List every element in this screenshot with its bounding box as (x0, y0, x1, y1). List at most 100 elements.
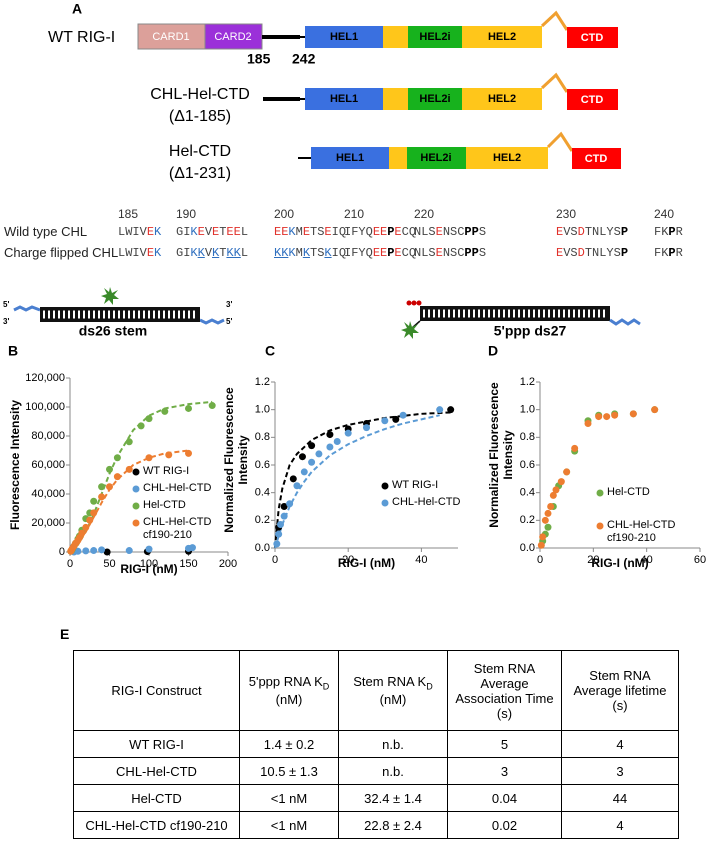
residue: IFYQ (344, 225, 373, 239)
data-point (145, 454, 153, 462)
residue: NSC (442, 225, 465, 239)
fluorophore (401, 321, 419, 339)
hinge (546, 131, 574, 152)
residue: VS (563, 246, 578, 260)
data-point (541, 516, 549, 524)
residue: E (146, 225, 155, 239)
domain-map: CARD1 CARD2 HEL1 HEL2i HEL2 CTD 185 242 (137, 10, 618, 67)
residue: R (675, 225, 683, 239)
x-tick-label: 20 (342, 554, 354, 566)
rna-name: 5'ppp ds27 (494, 323, 567, 339)
domain-label: HEL2i (419, 31, 450, 43)
data-point (145, 545, 153, 553)
residue: P (668, 246, 676, 260)
residue: T (219, 225, 227, 239)
legend-label: CHL-Hel-CTD cf190-210 (143, 516, 212, 541)
table-cell: 44 (561, 784, 679, 812)
domain (462, 26, 542, 48)
residue: V (204, 246, 213, 260)
hinge (540, 72, 569, 93)
residue: E (212, 225, 220, 239)
residue: GI (176, 225, 191, 239)
data-point (537, 541, 545, 549)
x-tick-label: 40 (415, 554, 427, 566)
x-tick-label: 20 (587, 554, 599, 566)
header-text: Stem RNA K (353, 674, 427, 690)
y-tick-label: 80,000 (31, 430, 65, 442)
strand-end: 5' (226, 317, 232, 326)
y-tick-label: 100,000 (25, 401, 65, 413)
data-point (333, 437, 341, 445)
data-point (563, 468, 571, 476)
residue: K (288, 246, 296, 260)
residue: M (295, 246, 303, 260)
data-point (308, 458, 316, 466)
residue: R (675, 246, 683, 260)
residue: P (668, 225, 676, 239)
data-point (571, 444, 579, 452)
residue: LWIV (118, 246, 147, 260)
data-point (298, 453, 306, 461)
domain (466, 147, 548, 169)
table-row: CHL-Hel-CTD 10.5 ± 1.3 n.b. 3 3 (73, 757, 679, 785)
domain-label: HEL2 (488, 31, 516, 43)
legend-label: Hel-CTD (143, 499, 186, 511)
data-point (165, 451, 173, 459)
residue: D (577, 246, 585, 260)
y-tick-label: 0.8 (520, 431, 535, 443)
residue: TNLYS (584, 246, 621, 260)
y-tick-label: 1.2 (255, 376, 270, 388)
hinge (540, 10, 569, 31)
residue: E (556, 246, 564, 260)
sequence-block: EVSDTNLYSP (556, 246, 628, 260)
y-tick-label: 20,000 (31, 517, 65, 529)
data-point (82, 547, 90, 555)
table-cell: 32.4 ± 1.4 (338, 784, 448, 812)
table-cell: 10.5 ± 1.3 (239, 757, 339, 785)
residue: P (387, 246, 395, 260)
y-tick-label: 0.4 (520, 487, 535, 499)
phosphate (416, 300, 422, 306)
table-cell: Hel-CTD (73, 784, 240, 812)
data-point (436, 406, 444, 414)
residue: K (154, 225, 162, 239)
x-axis-label: RIG-I (nM) (338, 556, 395, 570)
residue: E (435, 225, 443, 239)
domain (389, 147, 407, 169)
data-point (544, 523, 552, 531)
residue: E (324, 225, 332, 239)
domain (408, 26, 462, 48)
residue: S (478, 246, 487, 260)
x-axis-label: RIG-I (nM) (591, 556, 648, 570)
header-subscript: D (322, 681, 330, 692)
residue: IFYQ (344, 246, 373, 260)
data-point (293, 482, 301, 490)
data-point (98, 493, 106, 501)
domain-label: HEL1 (330, 93, 358, 105)
header-cell: 5'ppp RNA KD (nM) (239, 650, 339, 731)
domain (383, 88, 408, 110)
data-point (82, 523, 90, 531)
data-point (300, 468, 308, 476)
data-point (381, 417, 389, 425)
legend-label: CHL-Hel-CTD (392, 496, 461, 508)
legend-marker (132, 485, 140, 493)
header-text: (nM) (275, 691, 303, 707)
residue: P (387, 225, 395, 239)
residue: EE (226, 225, 241, 239)
overhang (609, 318, 641, 326)
table-cell: n.b. (338, 730, 448, 758)
header-text: Stem RNA Average Association Time (s) (455, 660, 554, 721)
fit-line (69, 400, 213, 553)
header-cell: Stem RNA KD (nM) (338, 650, 448, 731)
construct-name: CHL-Hel-CTD (150, 86, 250, 103)
residue: E (556, 225, 564, 239)
data-point (98, 483, 106, 491)
fit-line (274, 411, 451, 549)
data-point (544, 509, 552, 517)
x-tick-label: 150 (179, 558, 197, 570)
data-point (539, 533, 547, 541)
y-tick-label: 0.6 (520, 459, 535, 471)
data-point (280, 503, 288, 510)
construct-deletion: (Δ1-185) (169, 108, 231, 125)
